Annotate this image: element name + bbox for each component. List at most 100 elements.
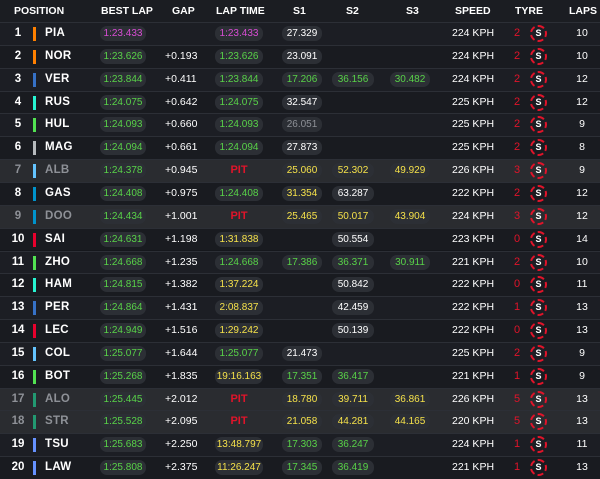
- header-s1[interactable]: S1: [293, 5, 306, 17]
- tyre-age: 2: [513, 118, 521, 131]
- table-row[interactable]: 9 DOO 1:24.434 +1.001 PIT 25.465 50.017 43.904 2…: [0, 204, 600, 228]
- gap-value: +2.250: [165, 438, 198, 451]
- table-row[interactable]: 20 LAW 1:25.808 +2.375 11:26.247 17.345 36.419…: [0, 456, 600, 479]
- lap-count: 9: [579, 346, 585, 359]
- table-row[interactable]: 2 NOR 1:23.626 +0.193 1:23.626 23.091 224 KPH 2…: [0, 44, 600, 68]
- table-row[interactable]: 11 ZHO 1:24.668 +1.235 1:24.668 17.386 36.371 3…: [0, 250, 600, 274]
- header-laps[interactable]: LAPS: [569, 5, 598, 17]
- table-row[interactable]: 18 STR 1:25.528 +2.095 PIT 21.058 44.281 44.165…: [0, 410, 600, 434]
- tyre-age: 2: [513, 255, 521, 268]
- table-row[interactable]: 5 HUL 1:24.093 +0.660 1:24.093 26.051 225 KPH 2…: [0, 113, 600, 137]
- sector-2-time: 36.371: [332, 254, 374, 270]
- lap-count: 10: [576, 27, 588, 39]
- sector-1-time: 31.354: [282, 185, 322, 201]
- header-tyre[interactable]: TYRE: [515, 5, 544, 17]
- driver-code: STR: [45, 415, 69, 428]
- header-position[interactable]: POSITION: [14, 5, 65, 17]
- speed-value: 225 KPH: [452, 95, 495, 108]
- tyre-age: 3: [513, 209, 521, 222]
- sector-1-time: 18.780: [282, 391, 322, 407]
- gap-value: +2.012: [165, 392, 198, 405]
- header-best-lap[interactable]: BEST LAP: [101, 5, 153, 17]
- sector-1-time: 17.345: [282, 460, 322, 476]
- tyre-age: 5: [513, 392, 521, 405]
- best-lap-time: 1:24.094: [100, 140, 146, 156]
- last-lap-time: 1:24.075: [215, 94, 263, 110]
- lap-count: 9: [579, 118, 585, 131]
- table-row[interactable]: 1 PIA 1:23.433 1:23.433 27.329 224 KPH 2 S 10: [0, 22, 600, 45]
- best-lap-time: 1:24.815: [100, 277, 146, 293]
- lap-count: 13: [576, 301, 588, 314]
- lap-count: 8: [579, 141, 585, 154]
- best-lap-time: 1:23.626: [100, 48, 146, 64]
- lap-count: 9: [579, 164, 585, 177]
- soft-tyre-icon: S: [530, 390, 547, 408]
- soft-tyre-icon: S: [530, 139, 547, 157]
- tyre-age: 2: [513, 49, 521, 62]
- speed-value: 225 KPH: [452, 118, 495, 131]
- driver-code: PER: [45, 301, 70, 314]
- soft-tyre-icon: S: [530, 344, 547, 362]
- driver-code: ZHO: [45, 255, 71, 268]
- gap-value: +0.660: [165, 118, 198, 131]
- tyre-age: 5: [513, 415, 521, 428]
- last-lap-time: 11:26.247: [215, 460, 263, 476]
- table-row[interactable]: 15 COL 1:25.077 +1.644 1:25.077 21.473 225 KPH…: [0, 341, 600, 365]
- sector-1-time: 17.351: [282, 368, 322, 384]
- gap-value: +0.661: [165, 141, 198, 154]
- position-number: 3: [14, 72, 22, 85]
- table-row[interactable]: 10 SAI 1:24.631 +1.198 1:31.838 50.554 223 KPH…: [0, 227, 600, 251]
- gap-value: +0.193: [165, 49, 198, 62]
- table-row[interactable]: 19 TSU 1:25.683 +2.250 13:48.797 17.303 36.247…: [0, 433, 600, 457]
- header-gap[interactable]: GAP: [172, 5, 195, 17]
- lap-count: 11: [576, 438, 588, 451]
- driver-code: LAW: [45, 461, 72, 474]
- driver-code: PIA: [45, 27, 66, 39]
- tyre-age: 0: [513, 324, 521, 337]
- sector-3-time: 43.904: [390, 208, 430, 224]
- lap-count: 13: [576, 461, 588, 474]
- soft-tyre-icon: S: [530, 47, 547, 65]
- best-lap-time: 1:25.683: [100, 437, 146, 453]
- last-lap-time: 19:16.163: [215, 368, 263, 384]
- sector-2-time: 50.842: [332, 277, 374, 293]
- speed-value: 225 KPH: [452, 141, 495, 154]
- header-s3[interactable]: S3: [406, 5, 419, 17]
- table-row[interactable]: 13 PER 1:24.864 +1.431 2:08.837 42.459 222 KPH…: [0, 296, 600, 320]
- position-number: 4: [14, 95, 22, 108]
- table-row[interactable]: 14 LEC 1:24.949 +1.516 1:29.242 50.139 222 KPH…: [0, 319, 600, 342]
- soft-tyre-icon: S: [530, 276, 547, 294]
- header-lap-time[interactable]: LAP TIME: [216, 5, 265, 17]
- driver-code: BOT: [45, 369, 71, 382]
- table-row[interactable]: 4 RUS 1:24.075 +0.642 1:24.075 32.547 225 KPH 2…: [0, 90, 600, 114]
- team-color-bar: [33, 278, 36, 293]
- sector-2-time: 50.554: [332, 231, 374, 247]
- gap-value: +0.642: [165, 95, 198, 108]
- lap-count: 10: [576, 255, 588, 268]
- table-row[interactable]: 17 ALO 1:25.445 +2.012 PIT 18.780 39.711 36.861…: [0, 387, 600, 411]
- gap-value: +1.198: [165, 232, 198, 245]
- tyre-age: 2: [513, 346, 521, 359]
- best-lap-time: 1:25.808: [100, 460, 146, 476]
- speed-value: 224 KPH: [452, 209, 495, 222]
- tyre-age: 2: [513, 95, 521, 108]
- lap-count: 13: [576, 392, 588, 405]
- header-s2[interactable]: S2: [346, 5, 359, 17]
- sector-2-time: 36.417: [332, 368, 374, 384]
- team-color-bar: [33, 369, 36, 384]
- sector-2-time: 36.247: [332, 437, 374, 453]
- team-color-bar: [33, 186, 36, 201]
- table-row[interactable]: 16 BOT 1:25.268 +1.835 19:16.163 17.351 36.417…: [0, 364, 600, 388]
- pit-indicator: PIT: [230, 164, 248, 177]
- header-speed[interactable]: SPEED: [455, 5, 491, 17]
- table-row[interactable]: 12 HAM 1:24.815 +1.382 1:37.224 50.842 222 KPH…: [0, 273, 600, 297]
- table-row[interactable]: 7 ALB 1:24.378 +0.945 PIT 25.060 52.302 49.929 2…: [0, 159, 600, 182]
- table-row[interactable]: 6 MAG 1:24.094 +0.661 1:24.094 27.873 225 KPH 2…: [0, 136, 600, 160]
- table-row[interactable]: 3 VER 1:23.844 +0.411 1:23.844 17.206 36.156 30…: [0, 67, 600, 91]
- table-row[interactable]: 8 GAS 1:24.408 +0.975 1:24.408 31.354 63.287 22…: [0, 181, 600, 205]
- driver-code: ALB: [45, 164, 70, 177]
- team-color-bar: [33, 461, 36, 476]
- speed-value: 226 KPH: [452, 164, 495, 177]
- lap-count: 12: [576, 95, 588, 108]
